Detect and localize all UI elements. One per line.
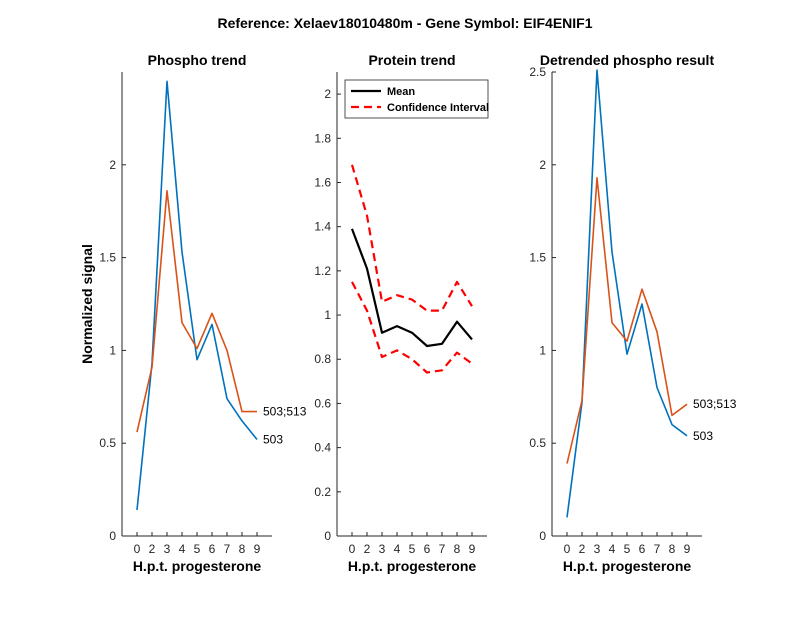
x-axis-label: H.p.t. progesterone: [563, 558, 692, 574]
y-tick-label: 0.5: [529, 436, 546, 450]
panel-title: Phospho trend: [148, 52, 247, 68]
y-tick-label: 0.6: [314, 396, 331, 410]
x-tick-label: 6: [424, 542, 431, 556]
x-tick-label: 9: [469, 542, 476, 556]
y-tick-label: 0: [109, 529, 116, 543]
series-line-upper-confidence: [350, 164, 473, 312]
x-axis-label: H.p.t. progesterone: [348, 558, 477, 574]
chart-panel-2: 00.20.40.60.811.21.41.61.820 2 3 4 5 6 7 8 9Prot…: [314, 52, 489, 574]
y-tick-label: 2.5: [529, 65, 546, 79]
x-tick-label: 7: [654, 542, 661, 556]
y-tick-label: 2: [109, 158, 116, 172]
y-tick-label: 0: [324, 529, 331, 543]
x-tick-label: 7: [439, 542, 446, 556]
y-tick-label: 0.2: [314, 485, 331, 499]
series-end-label: 503;513: [263, 405, 307, 419]
x-tick-label: 2: [579, 542, 586, 556]
x-tick-label: 0: [349, 542, 356, 556]
y-tick-label: 1.6: [314, 175, 331, 189]
x-tick-label: 8: [454, 542, 461, 556]
y-tick-label: 2: [539, 158, 546, 172]
x-tick-label: 2: [364, 542, 371, 556]
x-tick-label: 2: [149, 542, 156, 556]
x-tick-label: 9: [684, 542, 691, 556]
y-tick-label: 1.8: [314, 131, 331, 145]
panel-title: Detrended phospho result: [540, 52, 715, 68]
series-line-503-513: [136, 190, 257, 433]
y-tick-label: 1.2: [314, 264, 331, 278]
series-line-503-513: [566, 177, 688, 464]
figure-title: Reference: Xelaev18010480m - Gene Symbol…: [217, 15, 592, 31]
legend-box: [344, 79, 489, 119]
y-tick-label: 0.5: [99, 436, 116, 450]
y-tick-label: 1.5: [529, 251, 546, 265]
y-tick-label: 0.8: [314, 352, 331, 366]
x-tick-label: 3: [379, 542, 386, 556]
y-tick-label: 0.4: [314, 441, 331, 455]
x-tick-label: 4: [394, 542, 401, 556]
x-tick-label: 0: [564, 542, 571, 556]
series-end-label: 503;513: [693, 397, 737, 411]
legend: Mean Confidence Interval: [344, 79, 489, 119]
x-tick-label: 4: [609, 542, 616, 556]
x-tick-label: 6: [639, 542, 646, 556]
y-tick-label: 1: [539, 343, 546, 357]
series-line-503: [136, 80, 258, 511]
x-tick-label: 3: [594, 542, 601, 556]
x-tick-label: 9: [254, 542, 261, 556]
legend-ci-label: Confidence Interval: [387, 102, 489, 114]
y-tick-label: 1.5: [99, 251, 116, 265]
y-tick-label: 1: [109, 343, 116, 357]
x-tick-label: 5: [409, 542, 416, 556]
x-tick-label: 6: [209, 542, 216, 556]
series-line-mean: [350, 228, 473, 348]
x-axis-label: H.p.t. progesterone: [133, 558, 262, 574]
series-end-label: 503: [693, 429, 713, 443]
legend-mean-label: Mean: [387, 86, 415, 98]
x-tick-label: 8: [669, 542, 676, 556]
y-axis-label: Normalized signal: [79, 244, 95, 364]
x-tick-label: 0: [134, 542, 141, 556]
y-tick-label: 0: [539, 529, 546, 543]
y-tick-label: 2: [324, 87, 331, 101]
x-tick-label: 7: [224, 542, 231, 556]
series-end-label: 503: [263, 432, 283, 446]
x-tick-label: 5: [624, 542, 631, 556]
x-tick-label: 5: [194, 542, 201, 556]
x-tick-label: 4: [179, 542, 186, 556]
x-tick-label: 8: [239, 542, 246, 556]
panel-title: Protein trend: [368, 52, 455, 68]
y-tick-label: 1.4: [314, 220, 331, 234]
x-tick-label: 3: [164, 542, 171, 556]
y-tick-label: 1: [324, 308, 331, 322]
series-line-503: [566, 69, 688, 518]
